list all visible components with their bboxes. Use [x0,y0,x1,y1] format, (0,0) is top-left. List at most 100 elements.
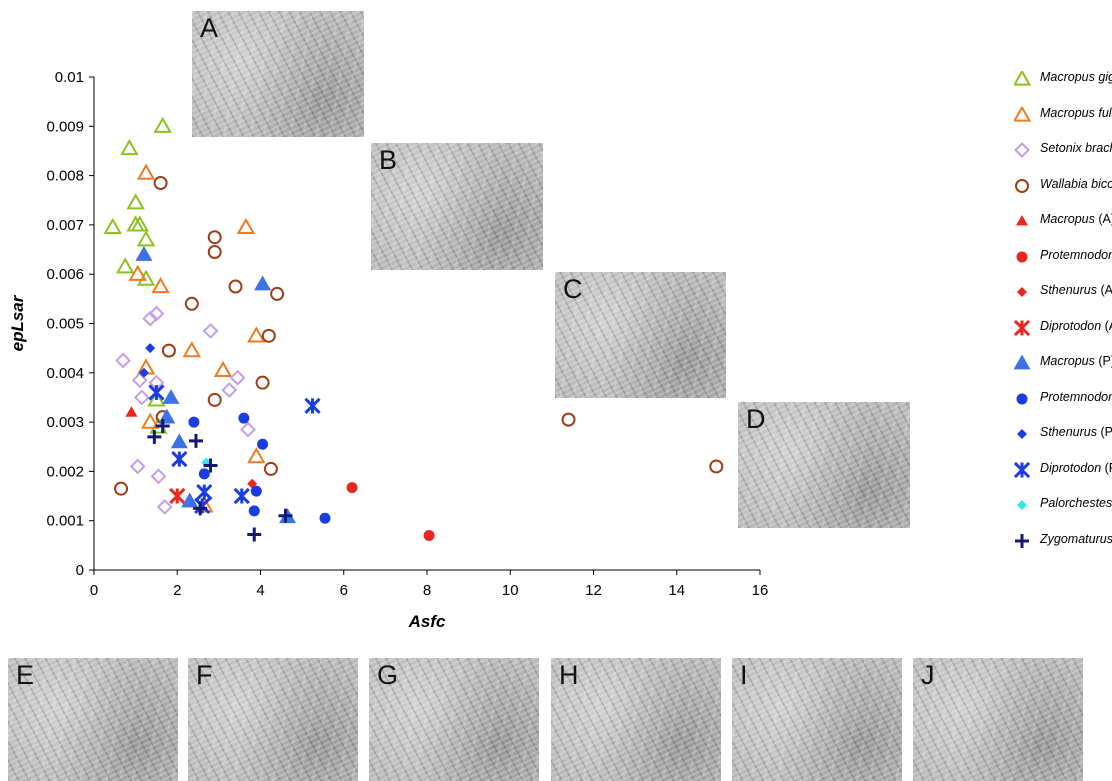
point-setonix-brachyurus [242,423,255,436]
legend-marker [1014,497,1032,513]
legend-label-taxon: Sthenurus [1040,425,1097,439]
point-wallabia-bicolor [263,330,275,342]
legend-label-taxon: Protemnodon [1040,248,1112,262]
x-tick-label: 12 [585,582,602,599]
legend-marker [1014,107,1032,123]
legend-symbol-diprotodon-p [1016,464,1028,476]
point-macropus-fuliginosus [139,166,154,179]
legend-label: Palorchestes (P) [1040,496,1112,510]
y-tick-label: 0.005 [46,316,84,333]
legend-label: Sthenurus (A) [1040,283,1112,297]
point-wallabia-bicolor [155,177,167,189]
point-wallabia-bicolor [271,288,283,300]
legend-marker [1014,320,1032,336]
point-diprotodon-p [150,387,162,399]
legend-symbol-sthenurus-p [1017,429,1027,439]
point-macropus-giganteus [122,141,137,154]
legend-label: Wallabia bicolor [1040,177,1112,191]
micrograph-j: J [913,658,1083,781]
point-macropus-giganteus [128,195,143,208]
legend-symbol-macropus-giganteus [1015,72,1030,85]
legend-label: Setonix brachyurus [1040,141,1112,155]
legend-label-taxon: Sthenurus [1040,283,1097,297]
y-tick-label: 0.007 [46,217,84,234]
micrograph-label: D [746,404,766,435]
legend-symbol-macropus-p [1014,355,1031,369]
legend-label-taxon: Diprotodon [1040,461,1101,475]
x-tick-label: 16 [752,582,769,599]
micrograph-label: E [16,660,34,691]
y-tick-label: 0.008 [46,168,84,185]
x-tick-label: 0 [90,582,98,599]
point-wallabia-bicolor [209,231,221,243]
y-tick-label: 0.003 [46,414,84,431]
point-diprotodon-p [196,500,208,512]
point-macropus-fuliginosus [216,363,231,376]
point-wallabia-bicolor [209,394,221,406]
micrograph-f: F [188,658,358,781]
x-tick-label: 6 [340,582,348,599]
micrograph-label: G [377,660,398,691]
legend-marker [1014,249,1032,265]
y-tick-label: 0.001 [46,513,84,530]
point-wallabia-bicolor [163,345,175,357]
legend-label: Diprotodon (P) [1040,461,1112,475]
legend-symbol-diprotodon-a [1016,322,1028,334]
point-wallabia-bicolor [230,281,242,293]
legend-label: Protemnodon (A) [1040,248,1112,262]
point-macropus-fuliginosus [238,220,253,233]
legend-label-taxon: Protemnodon [1040,390,1112,404]
y-tick-label: 0.01 [55,69,84,86]
micrograph-label: I [740,660,748,691]
y-tick-label: 0.006 [46,266,84,283]
legend-marker [1014,284,1032,300]
micrograph-c: C [555,272,726,398]
point-diprotodon-p [198,486,210,498]
legend-symbol-zygomaturus-p [1015,534,1029,548]
legend-marker [1014,71,1032,87]
point-protemnodon-a [424,530,435,541]
point-setonix-brachyurus [131,460,144,473]
x-tick-label: 8 [423,582,431,599]
point-macropus-fuliginosus [184,343,199,356]
point-wallabia-bicolor [563,414,575,426]
legend-label-taxon: Macropus giganteus [1040,70,1112,84]
point-macropus-p [171,433,188,448]
y-axis-title: epLsar [8,294,27,351]
legend-label-taxon: Zygomaturus [1040,532,1112,546]
point-setonix-brachyurus [158,500,171,513]
legend-marker [1014,142,1032,158]
legend-marker [1014,355,1032,371]
point-zygomaturus-p [189,434,203,448]
legend-label-taxon: Setonix brachyurus [1040,141,1112,155]
point-protemnodon-p [320,513,331,524]
x-tick-label: 4 [256,582,264,599]
micrograph-label: H [559,660,579,691]
point-macropus-giganteus [155,119,170,132]
point-macropus-p [163,389,180,404]
x-tick-label: 10 [502,582,519,599]
point-setonix-brachyurus [223,384,236,397]
legend-label: Macropus (A) [1040,212,1112,226]
legend-symbol-palorchestes-p [1017,500,1027,510]
legend-marker [1014,178,1032,194]
y-tick-label: 0 [76,562,84,579]
point-wallabia-bicolor [257,377,269,389]
legend-label: Protemnodon (P) [1040,390,1112,404]
micrograph-label: B [379,145,397,176]
legend-symbol-wallabia-bicolor [1016,180,1028,192]
legend-marker [1014,213,1032,229]
legend-label-taxon: Palorchestes [1040,496,1112,510]
x-axis-title: Asfc [408,612,446,631]
legend-label: Macropus fuliginosus [1040,106,1112,120]
legend-label: Macropus giganteus [1040,70,1112,84]
point-setonix-brachyurus [152,470,165,483]
point-sthenurus-p [145,343,155,353]
micrograph-b: B [371,143,543,270]
y-tick-label: 0.002 [46,463,84,480]
legend-symbol-macropus-a [1016,215,1028,226]
legend-label-taxon: Macropus [1040,354,1095,368]
legend-symbol-sthenurus-a [1017,287,1027,297]
micrograph-label: F [196,660,213,691]
point-wallabia-bicolor [115,483,127,495]
